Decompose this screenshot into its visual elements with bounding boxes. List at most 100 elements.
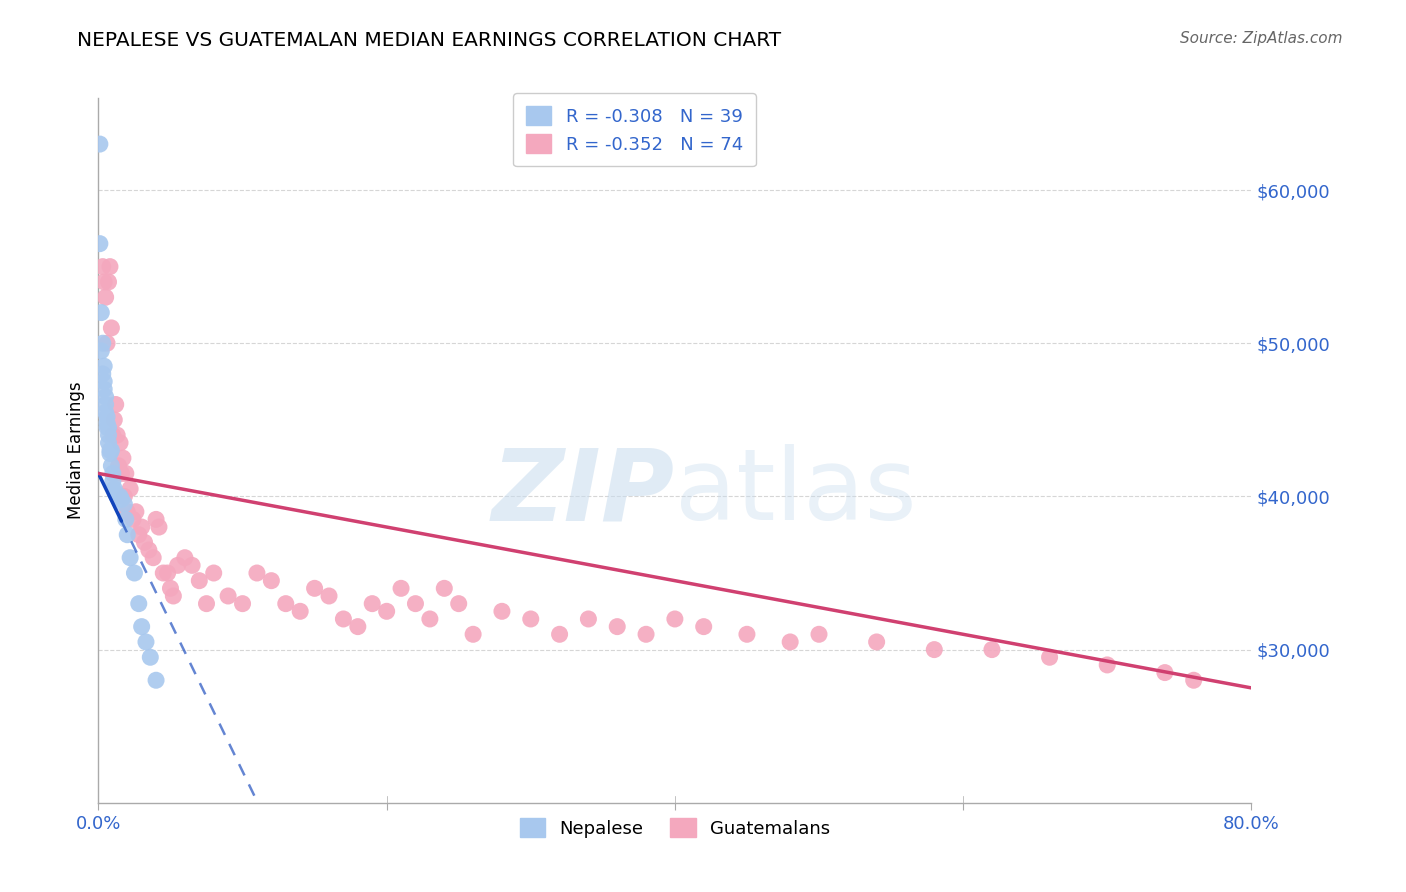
Point	[924, 642, 946, 657]
Point	[96, 336, 118, 351]
Point	[735, 627, 758, 641]
Point	[93, 375, 115, 389]
Point	[246, 566, 269, 580]
Point	[318, 589, 340, 603]
Point	[202, 566, 225, 580]
Point	[100, 443, 122, 458]
Text: ZIP: ZIP	[492, 444, 675, 541]
Point	[111, 451, 134, 466]
Point	[693, 619, 716, 633]
Point	[101, 467, 124, 481]
Point	[105, 428, 128, 442]
Point	[1097, 657, 1119, 672]
Point	[120, 482, 142, 496]
Point	[181, 558, 204, 573]
Point	[520, 612, 543, 626]
Point	[166, 558, 188, 573]
Point	[578, 612, 600, 626]
Point	[100, 458, 122, 473]
Point	[97, 428, 120, 442]
Point	[90, 343, 112, 358]
Text: Source: ZipAtlas.com: Source: ZipAtlas.com	[1180, 31, 1343, 46]
Point	[100, 321, 122, 335]
Point	[664, 612, 686, 626]
Point	[97, 435, 120, 450]
Point	[103, 413, 125, 427]
Point	[98, 443, 121, 458]
Point	[1039, 650, 1062, 665]
Point	[117, 505, 139, 519]
Point	[91, 260, 114, 274]
Point	[125, 505, 148, 519]
Point	[290, 604, 312, 618]
Point	[419, 612, 441, 626]
Point	[142, 550, 165, 565]
Point	[145, 512, 167, 526]
Point	[97, 275, 120, 289]
Point	[231, 597, 254, 611]
Point	[491, 604, 513, 618]
Point	[94, 390, 117, 404]
Point	[389, 582, 412, 596]
Point	[93, 275, 115, 289]
Y-axis label: Median Earnings: Median Earnings	[67, 382, 86, 519]
Point	[96, 409, 118, 424]
Point	[148, 520, 170, 534]
Point	[112, 497, 135, 511]
Point	[98, 446, 121, 460]
Point	[101, 474, 124, 488]
Point	[195, 597, 218, 611]
Point	[1182, 673, 1205, 688]
Point	[606, 619, 628, 633]
Point	[139, 650, 162, 665]
Point	[93, 359, 115, 374]
Point	[93, 382, 115, 396]
Point	[97, 420, 120, 434]
Point	[104, 397, 127, 411]
Point	[94, 405, 117, 419]
Point	[131, 619, 153, 633]
Point	[1154, 665, 1177, 680]
Point	[122, 512, 145, 526]
Point	[779, 635, 801, 649]
Text: NEPALESE VS GUATEMALAN MEDIAN EARNINGS CORRELATION CHART: NEPALESE VS GUATEMALAN MEDIAN EARNINGS C…	[77, 31, 782, 50]
Point	[138, 543, 160, 558]
Point	[636, 627, 658, 641]
Point	[94, 290, 117, 304]
Point	[346, 619, 368, 633]
Point	[101, 428, 124, 442]
Point	[105, 490, 128, 504]
Point	[548, 627, 571, 641]
Point	[91, 336, 114, 351]
Point	[217, 589, 239, 603]
Point	[120, 550, 142, 565]
Point	[361, 597, 384, 611]
Point	[108, 490, 131, 504]
Point	[162, 589, 184, 603]
Point	[188, 574, 211, 588]
Point	[174, 550, 197, 565]
Point	[107, 458, 129, 473]
Point	[808, 627, 831, 641]
Point	[110, 467, 132, 481]
Point	[96, 416, 118, 430]
Text: atlas: atlas	[675, 444, 917, 541]
Point	[866, 635, 889, 649]
Point	[90, 305, 112, 319]
Point	[117, 527, 139, 541]
Point	[114, 467, 136, 481]
Point	[134, 535, 156, 549]
Point	[260, 574, 283, 588]
Point	[461, 627, 484, 641]
Point	[152, 566, 174, 580]
Point	[108, 435, 131, 450]
Point	[104, 486, 127, 500]
Point	[124, 566, 146, 580]
Point	[89, 137, 111, 152]
Point	[135, 635, 157, 649]
Point	[103, 482, 125, 496]
Point	[89, 236, 111, 251]
Point	[274, 597, 297, 611]
Point	[447, 597, 470, 611]
Point	[128, 597, 150, 611]
